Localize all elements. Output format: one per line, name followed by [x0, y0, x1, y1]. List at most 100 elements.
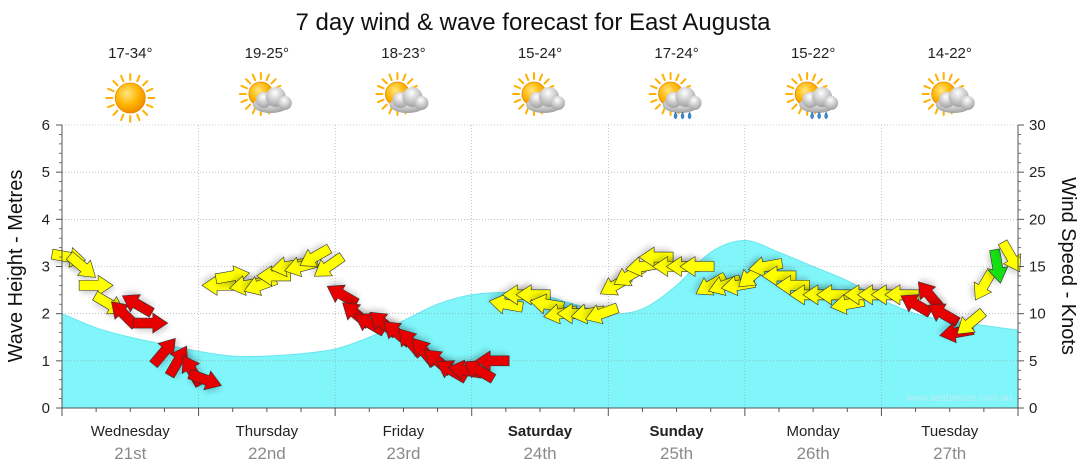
sun-ray	[923, 84, 931, 90]
sun-ray	[407, 78, 414, 85]
sun-ray	[381, 103, 388, 110]
wind-arrow	[953, 307, 987, 335]
day-labels: Wednesday 21st Thursday 22nd Friday 23rd Satur…	[91, 423, 979, 463]
wind-arrow-shape	[78, 274, 114, 296]
sun-ray	[251, 106, 257, 115]
weather-partly-cloudy-icon	[512, 72, 565, 116]
wind-arrow	[487, 290, 524, 315]
weather-showers-icon	[648, 72, 702, 120]
wind-arrow-shape	[121, 294, 155, 318]
sun-ray	[791, 103, 798, 110]
wind-arrow	[746, 254, 784, 278]
sun-ray	[388, 73, 393, 82]
cloud	[526, 87, 565, 113]
wind-arrow-shape	[187, 368, 222, 391]
wind-arrow	[78, 274, 116, 299]
cloud-puff	[551, 96, 565, 110]
sun-ray	[538, 73, 544, 82]
wind-arrow	[149, 337, 179, 369]
day-name: Tuesday	[921, 423, 978, 440]
right-tick-label: 25	[1029, 164, 1046, 181]
cloud	[799, 87, 839, 113]
day-date: 25th	[660, 444, 693, 463]
wind-layer	[50, 239, 1022, 394]
day-name: Sunday	[649, 423, 704, 440]
weather-partly-cloudy-icon	[238, 72, 292, 116]
rain-drop	[810, 111, 814, 120]
temperature-range: 18-23°	[381, 45, 425, 62]
wind-arrow-shape	[133, 312, 169, 334]
temperature-range: 17-34°	[108, 45, 152, 62]
wind-arrow-shape	[679, 255, 715, 278]
credit-watermark: www.seabreeze.com.au	[905, 393, 1012, 404]
wind-arrow-shape	[488, 293, 524, 315]
sun-ray	[513, 84, 522, 90]
sun-ray	[661, 106, 666, 115]
day-date: 21st	[114, 444, 146, 463]
wind-arrow	[678, 253, 715, 278]
sun-ray	[245, 103, 252, 110]
sun-ray	[953, 78, 960, 85]
sun-ray	[675, 73, 680, 82]
wind-arrow	[927, 300, 961, 327]
sun-ray	[381, 78, 388, 85]
sun-ray	[798, 73, 803, 82]
sun-ray	[145, 87, 154, 93]
wind-arrow-shape	[927, 303, 961, 327]
sun-ray	[927, 78, 935, 85]
cloud-puff	[277, 96, 292, 110]
temperature-range: 15-24°	[518, 45, 562, 62]
wind-arrow	[463, 357, 497, 384]
sun-ray	[240, 84, 248, 90]
wind-arrow	[296, 242, 333, 268]
sun-ray	[245, 78, 252, 85]
wind-arrow	[65, 251, 96, 282]
sun-ray	[377, 98, 385, 104]
right-tick-label: 5	[1029, 353, 1037, 370]
sun-ray	[786, 98, 795, 104]
temperature-range: 14-22°	[928, 45, 972, 62]
wind-arrow	[996, 239, 1022, 276]
day-name: Monday	[786, 423, 840, 440]
weather-partly-cloudy-icon	[921, 72, 975, 116]
grid-layer	[62, 124, 1018, 408]
weather-partly-cloudy-icon	[375, 72, 429, 116]
sun-ray	[402, 73, 407, 82]
sun-ray	[513, 98, 522, 104]
sun-ray	[251, 73, 257, 82]
day-date: 26th	[797, 444, 830, 463]
weather-showers-icon	[785, 72, 839, 120]
cloud	[252, 87, 292, 113]
sun-ray	[948, 73, 953, 82]
sun-ray	[270, 78, 277, 85]
sun-ray	[518, 103, 525, 110]
sun-ray	[798, 106, 803, 115]
wind-arrow	[582, 301, 620, 325]
temperature-range: 19-25°	[245, 45, 289, 62]
plot-area	[50, 124, 1022, 408]
cloud	[662, 87, 702, 113]
sun-ray	[923, 98, 931, 104]
sun-ray	[120, 113, 125, 122]
left-tick-label: 5	[42, 164, 50, 181]
sun-ray	[816, 78, 823, 85]
wind-arrow-shape	[65, 251, 96, 278]
sun-ray	[388, 106, 393, 115]
sun-ray	[524, 73, 530, 82]
wind-arrow	[473, 347, 510, 372]
right-tick-label: 0	[1029, 400, 1037, 417]
sun-ray	[120, 74, 125, 83]
right-tick-label: 15	[1029, 259, 1046, 276]
left-tick-label: 4	[42, 211, 50, 228]
cloud-puff	[687, 96, 702, 110]
sun-ray	[650, 98, 658, 104]
wind-arrow	[133, 312, 170, 337]
rain-drop	[687, 111, 692, 120]
sun-ray	[265, 73, 270, 82]
left-tick-label: 6	[42, 117, 50, 134]
sun-ray	[791, 78, 798, 85]
cloud-puff	[960, 96, 975, 110]
sun-ray	[142, 80, 149, 87]
wind-arrow-shape	[997, 239, 1022, 273]
